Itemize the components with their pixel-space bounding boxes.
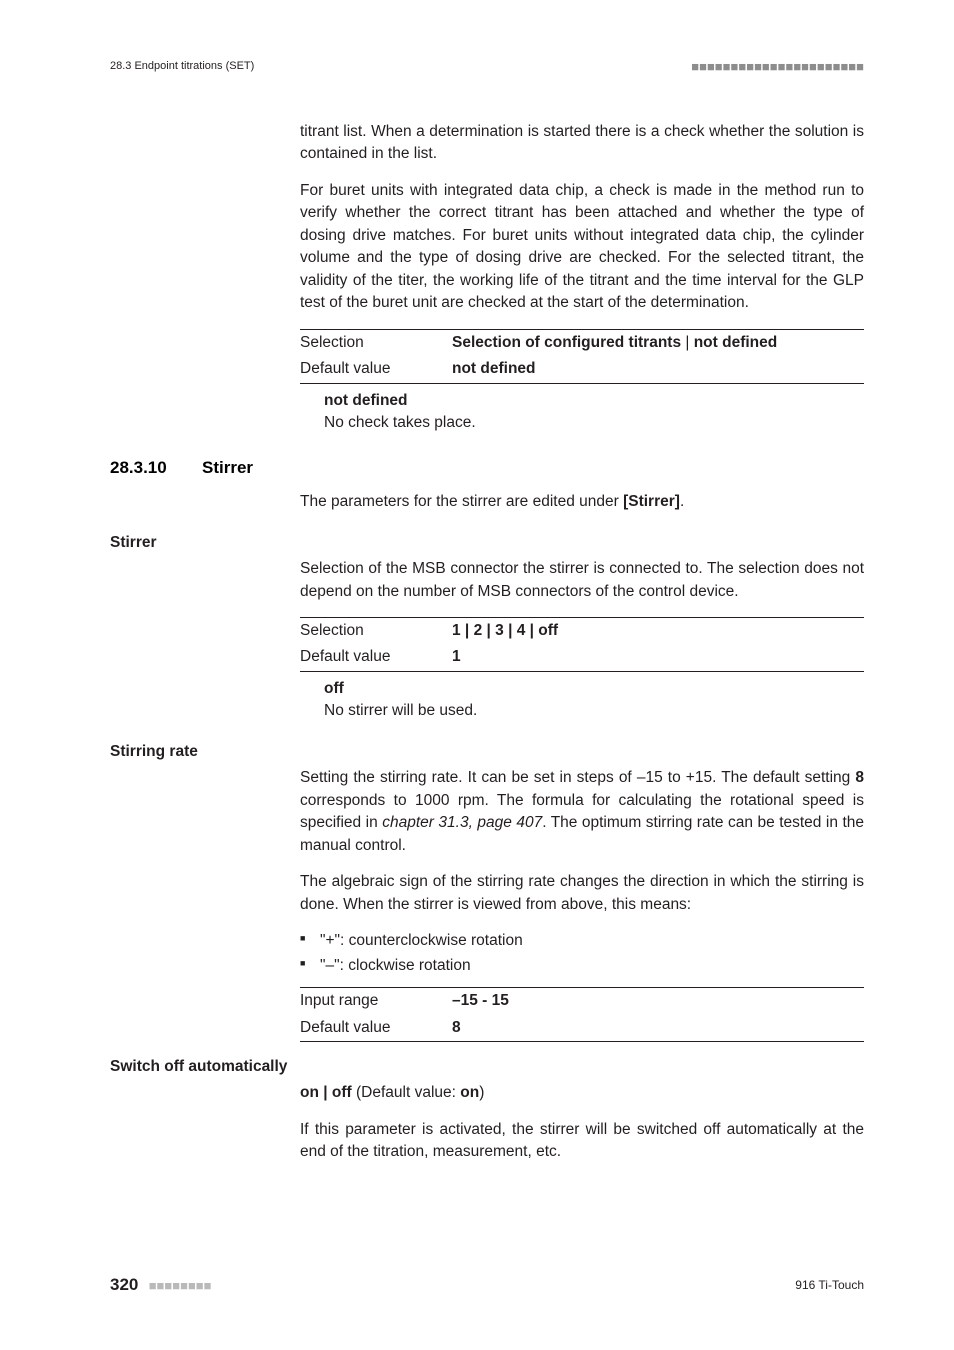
stirrer-spec-table: Selection 1 | 2 | 3 | 4 | off Default va…: [300, 617, 864, 672]
stirrer-para: Selection of the MSB connector the stirr…: [300, 558, 864, 603]
table-row: Default value not defined: [300, 356, 864, 383]
spec-value-part: Selection of configured titrants: [452, 334, 681, 351]
stirring-rate-para-2: The algebraic sign of the stirring rate …: [300, 871, 864, 916]
footer-left: 320 ■■■■■■■■: [110, 1273, 212, 1298]
table-row: Selection 1 | 2 | 3 | 4 | off: [300, 617, 864, 644]
text-fragment: (Default value:: [352, 1084, 461, 1101]
spec-label: Selection: [300, 617, 452, 644]
spec-value: 8: [452, 1015, 864, 1042]
stirring-rate-para-1: Setting the stirring rate. It can be set…: [300, 767, 864, 857]
page-number: 320: [110, 1275, 138, 1294]
footer-product-name: 916 Ti-Touch: [795, 1277, 864, 1294]
default-value-inline: on: [460, 1084, 479, 1101]
param-heading-stirring-rate: Stirring rate: [110, 741, 864, 763]
table-row: Default value 8: [300, 1015, 864, 1042]
list-item: "–": clockwise rotation: [300, 955, 864, 977]
section-intro: The parameters for the stirrer are edite…: [300, 491, 864, 513]
table-row: Selection Selection of configured titran…: [300, 329, 864, 356]
spec-value-part: not defined: [694, 334, 778, 351]
section-title: Stirrer: [202, 456, 253, 481]
spec-value: –15 - 15: [452, 988, 864, 1015]
spec-value: Selection of configured titrants | not d…: [452, 329, 864, 356]
section-intro-text: The parameters for the stirrer are edite…: [300, 493, 623, 510]
table-row: Default value 1: [300, 644, 864, 671]
section-number: 28.3.10: [110, 456, 202, 481]
switch-off-para: If this parameter is activated, the stir…: [300, 1119, 864, 1164]
param-heading-switch-off: Switch off automatically: [110, 1056, 864, 1078]
stirrer-enum: off No stirrer will be used.: [324, 678, 864, 723]
section-heading: 28.3.10 Stirrer: [110, 456, 864, 481]
header-section-label: 28.3 Endpoint titrations (SET): [110, 59, 254, 75]
intro-para-1: titrant list. When a determination is st…: [300, 121, 864, 166]
spec-value: 1 | 2 | 3 | 4 | off: [452, 617, 864, 644]
spec-value: not defined: [452, 356, 864, 383]
default-value-inline: 8: [855, 769, 864, 786]
switch-off-default-line: on | off (Default value: on): [300, 1082, 864, 1104]
ui-reference: [Stirrer]: [623, 493, 680, 510]
intro-para-2: For buret units with integrated data chi…: [300, 180, 864, 315]
spec-label: Default value: [300, 356, 452, 383]
spec-label: Input range: [300, 988, 452, 1015]
spec-label: Selection: [300, 329, 452, 356]
enum-term: not defined: [324, 390, 864, 412]
page-header: 28.3 Endpoint titrations (SET) ■■■■■■■■■…: [110, 58, 864, 77]
spec-sep: |: [681, 334, 694, 351]
footer-ornament: ■■■■■■■■: [149, 1278, 212, 1293]
options-inline: on | off: [300, 1084, 352, 1101]
section-intro-tail: .: [680, 493, 684, 510]
spec-value: 1: [452, 644, 864, 671]
enum-term: off: [324, 678, 864, 700]
spec-label: Default value: [300, 644, 452, 671]
titrant-enum: not defined No check takes place.: [324, 390, 864, 435]
table-row: Input range –15 - 15: [300, 988, 864, 1015]
titrant-spec-table: Selection Selection of configured titran…: [300, 329, 864, 384]
page-footer: 320 ■■■■■■■■ 916 Ti-Touch: [110, 1273, 864, 1298]
stirring-rate-spec-table: Input range –15 - 15 Default value 8: [300, 987, 864, 1042]
enum-desc: No check takes place.: [324, 412, 864, 434]
text-fragment: ): [479, 1084, 484, 1101]
rotation-direction-list: "+": counterclockwise rotation "–": cloc…: [300, 930, 864, 977]
list-item: "+": counterclockwise rotation: [300, 930, 864, 952]
header-ornament: ■■■■■■■■■■■■■■■■■■■■■■: [691, 58, 864, 77]
cross-reference: chapter 31.3, page 407: [382, 814, 542, 831]
enum-desc: No stirrer will be used.: [324, 700, 864, 722]
param-heading-stirrer: Stirrer: [110, 532, 864, 554]
text-fragment: Setting the stirring rate. It can be set…: [300, 769, 855, 786]
spec-label: Default value: [300, 1015, 452, 1042]
